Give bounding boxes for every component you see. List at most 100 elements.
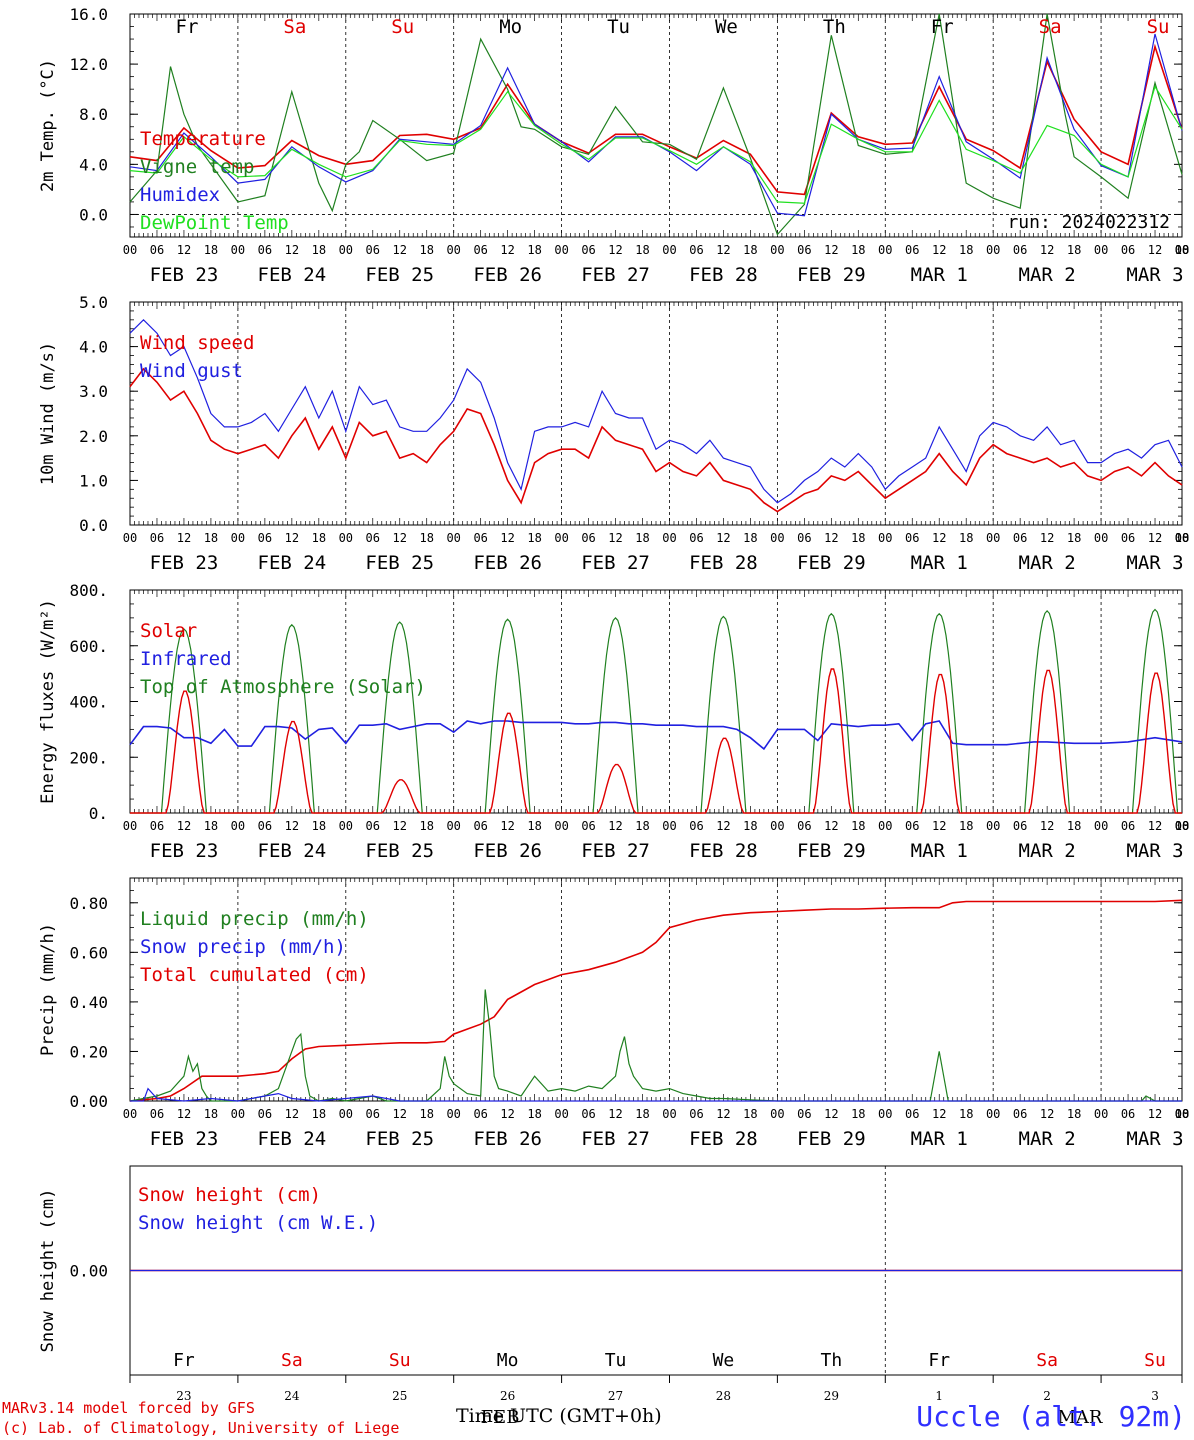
hour-tick-label: 00 [446, 819, 460, 833]
date-label: MAR 2 [1019, 264, 1076, 286]
day-name-label: Th [823, 16, 846, 38]
hour-tick-label: 06 [797, 819, 811, 833]
hour-tick-label: 18 [635, 819, 649, 833]
hour-tick-label: 00 [770, 531, 784, 545]
hour-tick-label: 00 [446, 243, 460, 257]
hour-tick-label: 00 [339, 243, 353, 257]
hour-tick-label: 00 [339, 1107, 353, 1121]
day-name-label: We [715, 16, 738, 38]
hour-tick-label: 06 [905, 531, 919, 545]
hour-tick-label: 18 [743, 819, 757, 833]
date-label: MAR 3 [1126, 840, 1183, 862]
hour-tick-label: 12 [285, 531, 299, 545]
hour-tick-label: 12 [393, 819, 407, 833]
hour-tick-label: 12 [177, 531, 191, 545]
y-tick-label: 0.20 [69, 1042, 108, 1061]
hour-tick-label: 06 [258, 243, 272, 257]
date-label: FEB 26 [473, 552, 542, 574]
hour-tick-label: 00 [1175, 531, 1189, 545]
panel-frame [129, 13, 1183, 238]
hour-tick-label: 18 [312, 243, 326, 257]
hour-tick-label: 06 [689, 531, 703, 545]
hour-tick-label: 18 [1175, 243, 1189, 257]
legend-entry: DewPoint Temp [140, 212, 289, 234]
hour-tick-label: 06 [797, 531, 811, 545]
hour-tick-label: 06 [150, 819, 164, 833]
hour-tick-label: 18 [1067, 243, 1081, 257]
hour-tick-label: 00 [554, 1107, 568, 1121]
date-label: FEB 24 [258, 552, 327, 574]
date-label: FEB 26 [473, 1128, 542, 1150]
hour-tick-label: 18 [1067, 819, 1081, 833]
y-tick-label: 4.0 [79, 338, 108, 357]
hour-tick-label: 18 [527, 243, 541, 257]
legend-entry: Snow height (cm W.E.) [138, 1212, 378, 1234]
y-tick-label: 1.0 [79, 471, 108, 490]
hour-tick-label: 12 [932, 1107, 946, 1121]
hour-tick-label: 00 [1175, 1107, 1189, 1121]
hour-tick-label: 18 [527, 819, 541, 833]
legend-entry: Wind speed [140, 332, 254, 354]
hour-tick-label: 18 [312, 531, 326, 545]
hour-tick-label: 12 [824, 243, 838, 257]
y-tick-label: 5.0 [79, 293, 108, 312]
series-line-liquid-precip-mm-h [129, 989, 1182, 1102]
hour-tick-label: 06 [581, 1107, 595, 1121]
date-label: MAR 2 [1019, 552, 1076, 574]
hour-tick-label: 00 [231, 819, 245, 833]
hour-tick-label: 00 [123, 531, 137, 545]
hour-tick-label: 18 [527, 1107, 541, 1121]
legend-entry: Humidex [140, 184, 220, 206]
legend-entry: Snow precip (mm/h) [140, 936, 346, 958]
hour-tick-label: 00 [123, 819, 137, 833]
hour-tick-label: 12 [608, 243, 622, 257]
hour-tick-label: 18 [1175, 531, 1189, 545]
hour-tick-label: 06 [689, 819, 703, 833]
series-line-dewpoint-temp [129, 85, 1183, 204]
hour-tick-label: 06 [1121, 819, 1135, 833]
date-label: FEB 27 [581, 552, 650, 574]
date-label: FEB 28 [689, 1128, 758, 1150]
hour-tick-label: 06 [689, 243, 703, 257]
hour-tick-label: 00 [1094, 1107, 1108, 1121]
hour-tick-label: 12 [177, 819, 191, 833]
hour-tick-label: 00 [878, 1107, 892, 1121]
hour-tick-label: 12 [1148, 1107, 1162, 1121]
hour-tick-label: 18 [851, 243, 865, 257]
hour-tick-label: 06 [689, 1107, 703, 1121]
bottom-day-number: 26 [500, 1389, 515, 1403]
date-label: FEB 24 [258, 840, 327, 862]
hour-tick-label: 12 [1040, 1107, 1054, 1121]
date-label: FEB 29 [797, 1128, 866, 1150]
hour-tick-label: 18 [851, 1107, 865, 1121]
hour-tick-label: 12 [608, 531, 622, 545]
hour-tick-label: 18 [1175, 1107, 1189, 1121]
hour-tick-label: 18 [312, 819, 326, 833]
hour-tick-label: 12 [1148, 819, 1162, 833]
date-label: MAR 3 [1126, 552, 1183, 574]
hour-tick-label: 06 [366, 243, 380, 257]
hour-tick-label: 18 [851, 819, 865, 833]
hour-tick-label: 00 [231, 243, 245, 257]
date-label: FEB 23 [150, 264, 219, 286]
hour-tick-label: 00 [231, 531, 245, 545]
y-tick-label: 400. [69, 693, 108, 712]
hour-tick-label: 00 [770, 819, 784, 833]
hour-tick-label: 00 [554, 243, 568, 257]
date-label: MAR 1 [911, 1128, 968, 1150]
date-label: FEB 24 [258, 1128, 327, 1150]
hour-tick-label: 18 [1067, 531, 1081, 545]
hour-tick-label: 00 [1175, 243, 1189, 257]
date-label: FEB 24 [258, 264, 327, 286]
hour-tick-label: 00 [231, 1107, 245, 1121]
date-label: MAR 2 [1019, 1128, 1076, 1150]
hour-tick-label: 18 [204, 819, 218, 833]
hour-tick-label: 06 [1121, 531, 1135, 545]
hour-tick-label: 12 [716, 243, 730, 257]
hour-tick-label: 00 [770, 1107, 784, 1121]
hour-tick-label: 06 [258, 531, 272, 545]
hour-tick-label: 18 [204, 243, 218, 257]
date-label: FEB 25 [365, 552, 434, 574]
x-axis-title: Time UTC (GMT+0h) [456, 1405, 662, 1427]
series-line-total-cumulated-cm [129, 899, 1183, 1102]
